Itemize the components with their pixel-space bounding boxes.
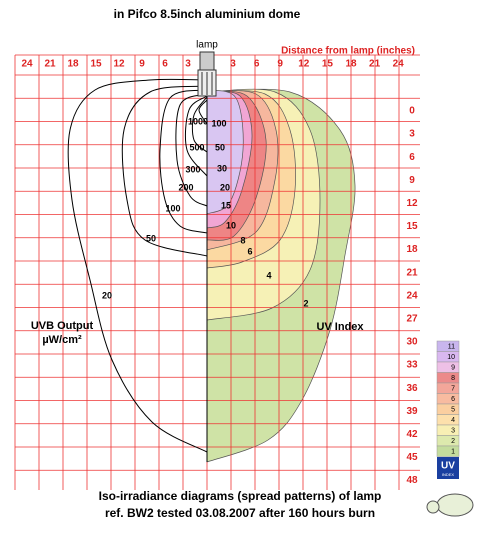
legend-label: 10 [447, 354, 455, 361]
legend-swatch [436, 435, 460, 447]
y-tick-label: 48 [406, 475, 418, 486]
y-tick-label: 27 [406, 314, 418, 325]
legend-label: 2 [451, 438, 455, 445]
contour-label: 10 [226, 220, 236, 230]
grid [14, 54, 420, 490]
x-tick-label: 24 [21, 59, 33, 70]
y-tick-label: 39 [406, 406, 418, 417]
x-tick-label: 21 [44, 59, 56, 70]
contour-label: 2 [303, 298, 308, 308]
contour-line [198, 99, 208, 125]
left-unit: µW/cm² [42, 334, 82, 346]
contour-label: 8 [240, 235, 245, 245]
title: in Pifco 8.5inch aluminium dome [114, 7, 301, 21]
x-tick-label: 21 [369, 59, 381, 70]
contour-line [67, 78, 208, 453]
contour-label: 15 [221, 200, 231, 210]
contour-label: 30 [217, 163, 227, 173]
legend-swatch [436, 393, 460, 405]
contour-label: 20 [220, 182, 230, 192]
lamp-label: lamp [196, 40, 218, 51]
y-tick-label: 45 [406, 452, 418, 463]
x-tick-label: 15 [90, 59, 102, 70]
legend-label: 5 [451, 406, 455, 413]
legend-label: 11 [448, 343, 455, 350]
x-tick-label: 6 [254, 59, 260, 70]
legend-swatch [436, 414, 460, 426]
y-tick-label: 18 [406, 244, 418, 255]
contour-line [159, 89, 208, 234]
y-tick-label: 6 [409, 152, 415, 163]
y-tick-label: 30 [406, 337, 418, 348]
legend-badge-text: UV [441, 461, 455, 472]
legend-swatch [436, 403, 460, 415]
legend-label: 1 [451, 448, 455, 455]
y-tick-label: 15 [406, 221, 418, 232]
x-tick-label: 18 [345, 59, 357, 70]
x-tick-label: 9 [277, 59, 283, 70]
contour-label: 500 [189, 142, 204, 152]
contour-line [121, 85, 208, 257]
labels: 24 21 18 15 12 9 6 3 3 6 9 12 15 18 21 2403691215182124… [21, 59, 460, 486]
y-tick-label: 36 [406, 383, 418, 394]
legend-label: 8 [451, 375, 455, 382]
contour-label: 50 [146, 233, 156, 243]
x-tick-label: 12 [298, 59, 310, 70]
legend-swatch [436, 372, 460, 384]
contour-line [191, 96, 208, 153]
x-tick-label: 24 [393, 59, 405, 70]
legend-label: 4 [451, 417, 455, 424]
left-title: UVB Output [31, 320, 94, 332]
footer-line: Iso-irradiance diagrams (spread patterns… [99, 489, 382, 503]
legend-label: 9 [451, 364, 455, 371]
contour-label: 20 [102, 290, 112, 300]
y-tick-label: 24 [406, 290, 418, 301]
legend-badge-sub: INDEX [442, 472, 455, 477]
x-tick-label: 9 [139, 59, 145, 70]
x-tick-label: 18 [67, 59, 79, 70]
legend-badge [437, 457, 459, 479]
y-tick-label: 9 [409, 175, 415, 186]
contour-line [184, 95, 208, 177]
contour-label: 4 [266, 270, 271, 280]
contour-label: 100 [211, 118, 226, 128]
contours [67, 78, 208, 453]
lamp-icon [197, 51, 217, 97]
y-tick-label: 42 [406, 429, 418, 440]
contour-label: 6 [247, 246, 252, 256]
right-title: UV Index [316, 321, 364, 333]
footer-line: ref. BW2 tested 03.08.2007 after 160 hou… [105, 506, 375, 520]
legend-label: 6 [451, 396, 455, 403]
x-tick-label: 6 [162, 59, 168, 70]
x-axis-title: Distance from lamp (inches) [281, 46, 415, 57]
y-tick-label: 33 [406, 360, 418, 371]
legend-swatch [436, 361, 460, 373]
legend-label: 3 [451, 427, 455, 434]
contour-label: 50 [215, 142, 225, 152]
y-tick-label: 0 [409, 106, 415, 117]
logo [426, 493, 474, 517]
y-tick-label: 3 [409, 129, 415, 140]
x-tick-label: 12 [113, 59, 125, 70]
legend-label: 7 [451, 385, 455, 392]
contour-line [175, 93, 208, 207]
y-tick-label: 12 [406, 198, 418, 209]
x-tick-label: 3 [230, 59, 236, 70]
contour-label: 1000 [188, 116, 208, 126]
x-tick-label: 15 [322, 59, 334, 70]
y-tick-label: 21 [406, 267, 418, 278]
contour-label: 100 [165, 203, 180, 213]
contour-label: 300 [185, 164, 200, 174]
uv-zones [206, 88, 356, 463]
legend-swatch [436, 445, 460, 457]
legend-swatch [436, 424, 460, 436]
legend-swatch [436, 382, 460, 394]
contour-label: 200 [178, 182, 193, 192]
uv-zone [206, 89, 244, 215]
x-tick-label: 3 [185, 59, 191, 70]
